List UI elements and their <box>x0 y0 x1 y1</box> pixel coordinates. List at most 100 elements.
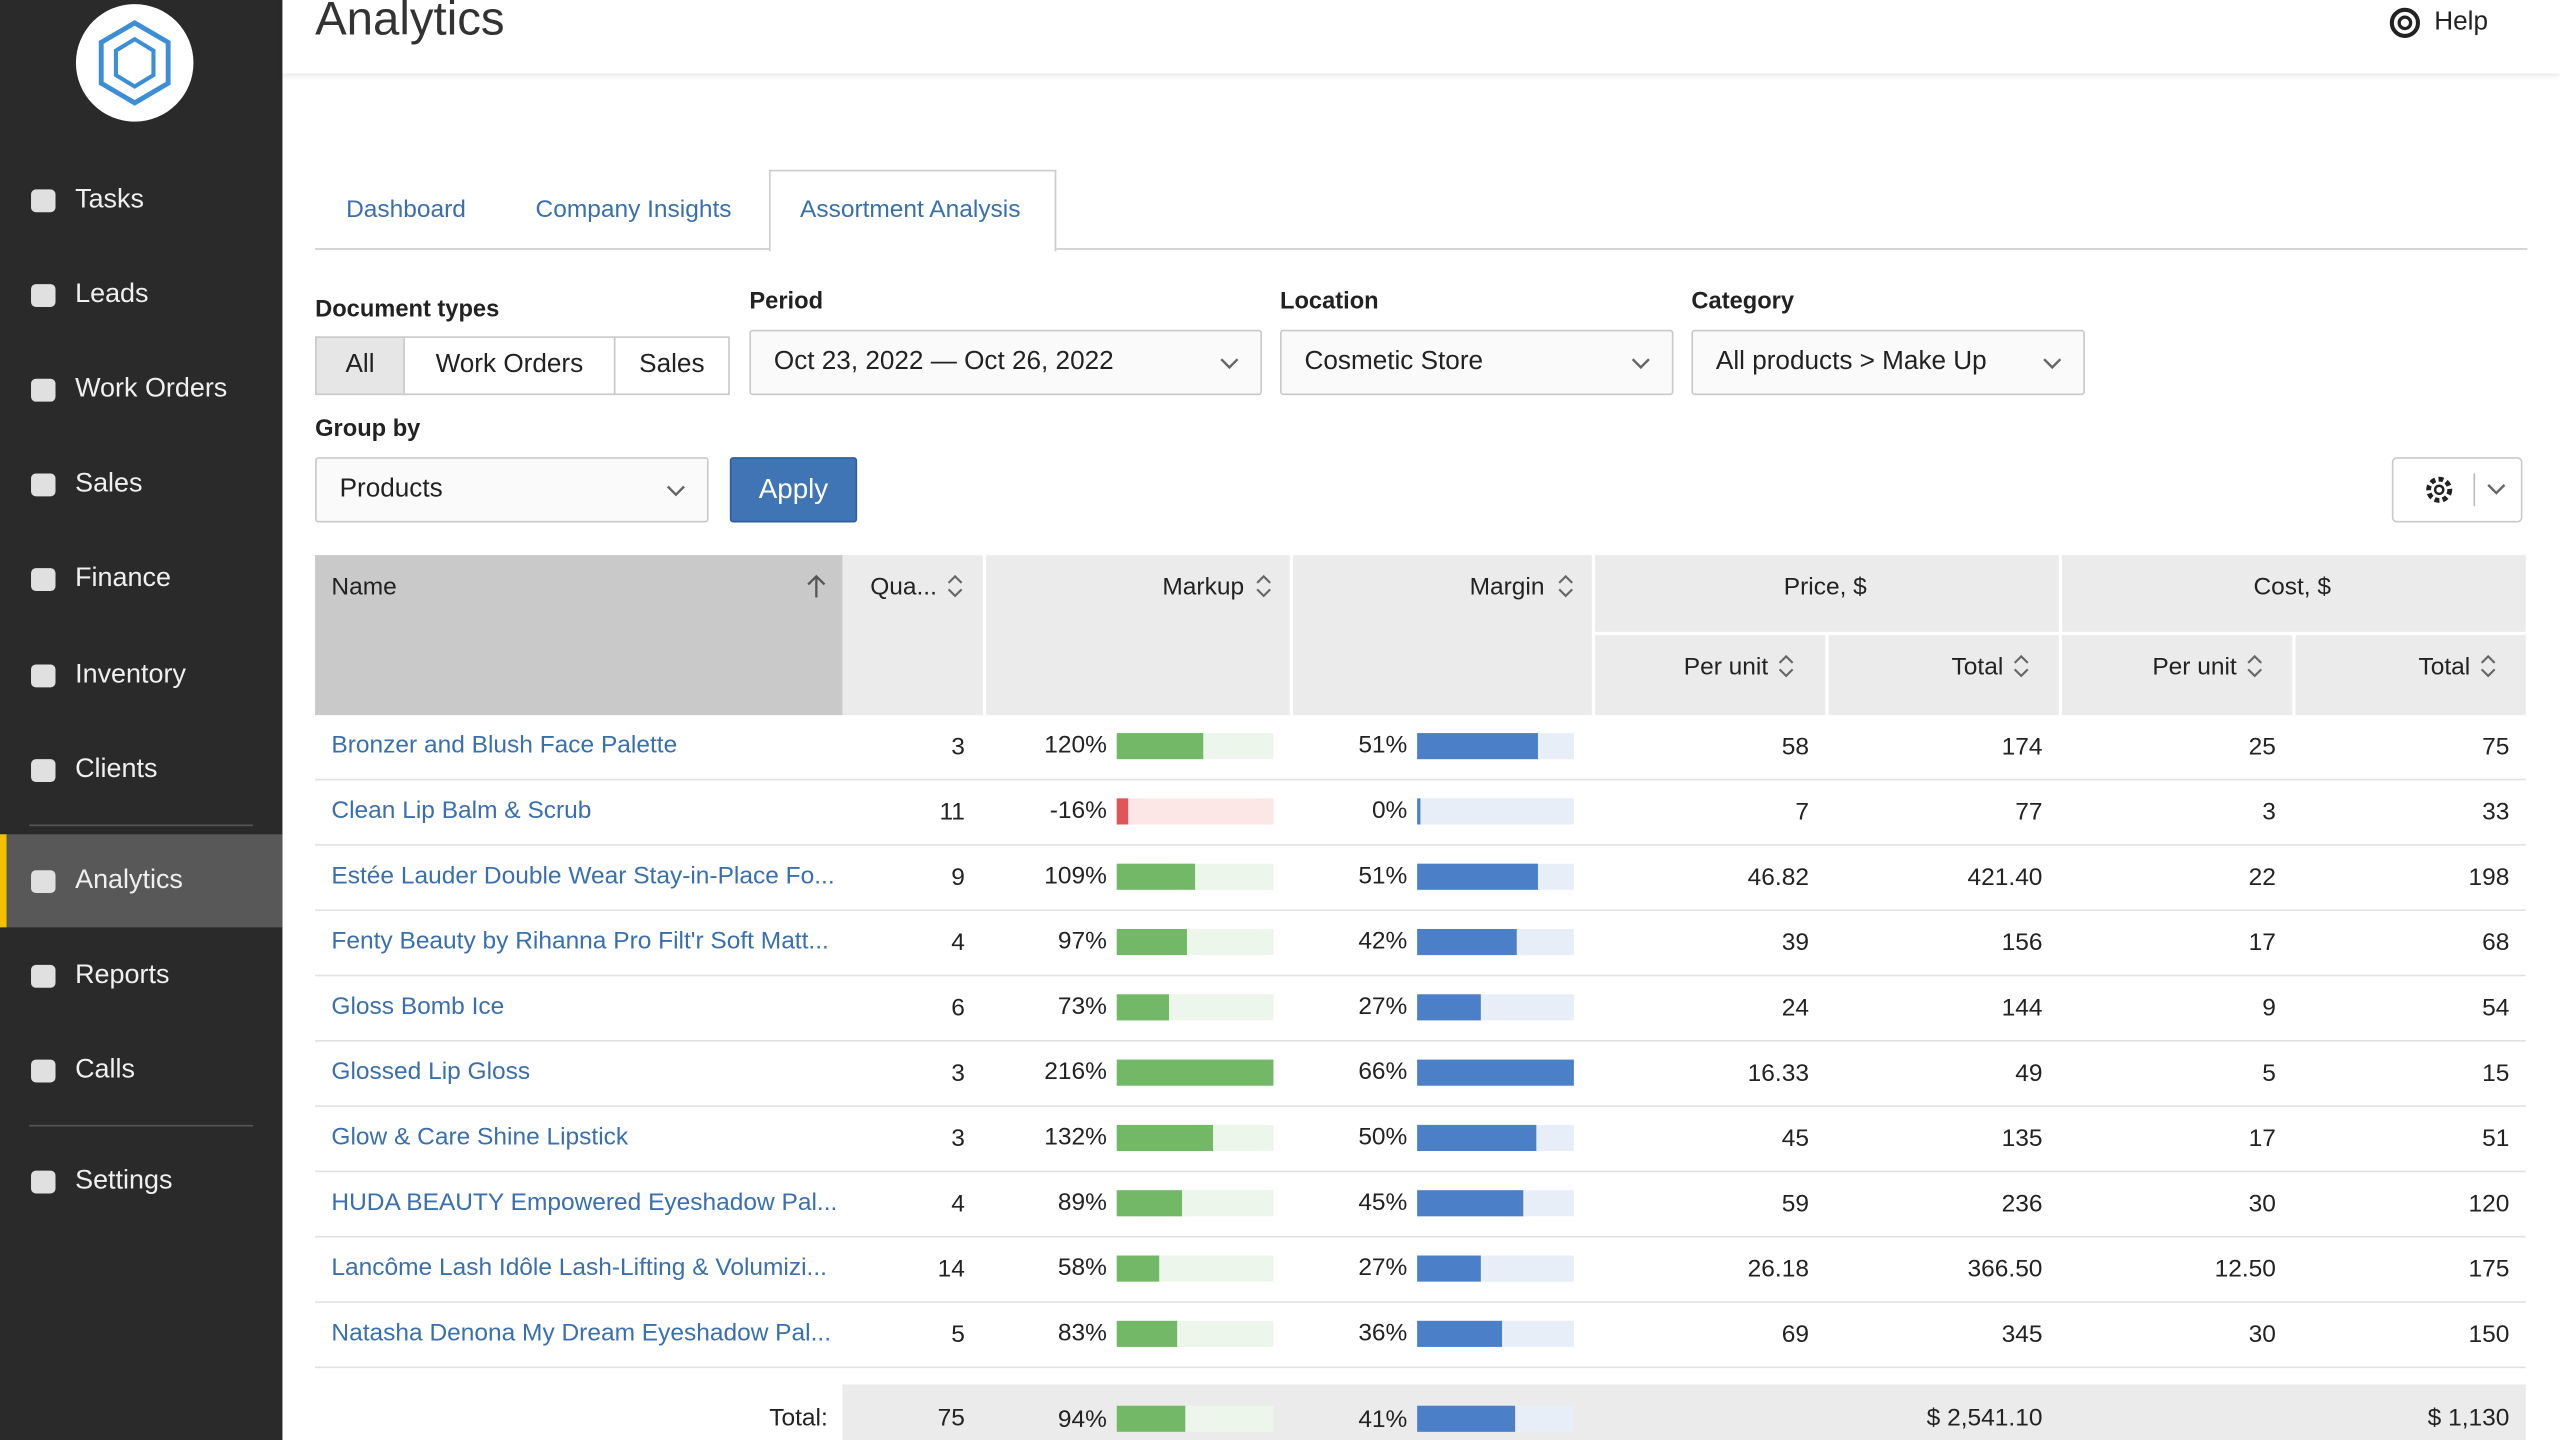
nav-item[interactable]: Clients <box>75 754 158 784</box>
markup-bar <box>1116 1405 1185 1432</box>
markup-bar <box>1116 1320 1177 1347</box>
filter-label: Category <box>1691 288 1795 316</box>
nav-item[interactable]: Finance <box>75 563 171 593</box>
cell-margin-label: 51% <box>1358 862 1408 890</box>
select[interactable]: Products <box>315 457 709 523</box>
cell-margin-label: 27% <box>1358 992 1408 1021</box>
cell-price-unit: 16.33 <box>1747 1059 1809 1088</box>
product-link[interactable]: Natasha Denona My Dream Eyeshadow Pal... <box>331 1319 831 1347</box>
segment-button[interactable]: All <box>315 336 405 396</box>
cell-price-total: 144 <box>2001 994 2043 1023</box>
cell-cost-unit: 22 <box>2248 863 2276 892</box>
nav-icon <box>31 759 56 783</box>
cell-cost-total: 150 <box>2468 1320 2510 1349</box>
col-divider <box>1591 555 1596 716</box>
product-link[interactable]: Clean Lip Balm & Scrub <box>331 796 592 825</box>
select[interactable]: Cosmetic Store <box>1280 329 1674 396</box>
cell-quantity: 5 <box>951 1320 965 1349</box>
select[interactable]: Oct 23, 2022 — Oct 26, 2022 <box>749 329 1263 396</box>
row-border <box>315 1040 2526 1042</box>
nav-item[interactable]: Analytics <box>75 865 183 895</box>
gear-icon <box>2426 476 2453 503</box>
margin-bar <box>1417 733 1539 760</box>
cell-cost-total: 15 <box>2482 1059 2510 1088</box>
cell-price-unit: 45 <box>1781 1124 1809 1153</box>
nav-icon <box>31 568 56 592</box>
cell-cost-unit: 25 <box>2248 733 2276 761</box>
markup-track <box>1116 798 1274 825</box>
chevron-down <box>666 485 685 497</box>
cell-price-total: 156 <box>2001 928 2043 957</box>
select[interactable]: All products > Make Up <box>1691 329 2085 396</box>
logo <box>75 4 194 122</box>
separator <box>29 824 254 827</box>
tab[interactable]: Dashboard <box>346 195 466 224</box>
margin-track <box>1417 798 1574 825</box>
cell-price-unit: 39 <box>1781 928 1809 957</box>
active-tab <box>768 169 1057 252</box>
markup-bar <box>1116 994 1170 1021</box>
tab[interactable]: Company Insights <box>535 195 732 224</box>
product-link[interactable]: Glow & Care Shine Lipstick <box>331 1123 629 1152</box>
margin-bar <box>1417 798 1421 825</box>
apply-button[interactable]: Apply <box>729 457 858 523</box>
row-border <box>315 778 2526 781</box>
cell-cost-unit: 30 <box>2248 1190 2276 1218</box>
cell-cost-total: 198 <box>2468 863 2510 892</box>
nav-item[interactable]: Reports <box>75 959 170 990</box>
product-link[interactable]: Fenty Beauty by Rihanna Pro Filt'r Soft … <box>331 927 829 956</box>
filter-label: Period <box>749 288 824 316</box>
nav-item[interactable]: Work Orders <box>75 373 228 404</box>
nav-item[interactable]: Settings <box>75 1165 173 1196</box>
col-divider <box>1289 555 1294 716</box>
col-divider <box>2058 555 2063 716</box>
cell-price-unit: 58 <box>1781 733 1809 761</box>
margin-bar <box>1417 1320 1503 1347</box>
product-link[interactable]: Estée Lauder Double Wear Stay-in-Place F… <box>331 862 835 890</box>
sort-icon <box>1558 574 1573 598</box>
cell-cost-unit: 17 <box>2248 1124 2276 1153</box>
row-border <box>315 1235 2526 1238</box>
product-link[interactable]: Bronzer and Blush Face Palette <box>331 731 678 760</box>
cell-cost-total: 68 <box>2482 928 2510 957</box>
cell-markup-label: 58% <box>1057 1253 1107 1282</box>
row-border <box>315 1105 2526 1107</box>
sort-icon <box>947 574 963 598</box>
cell-cost-unit: 17 <box>2248 928 2276 957</box>
cell-markup-label: 109% <box>1044 862 1107 890</box>
product-link[interactable]: Glossed Lip Gloss <box>331 1057 531 1086</box>
cell-cost-total: 54 <box>2482 994 2510 1023</box>
nav-item[interactable]: Tasks <box>75 184 144 214</box>
product-link[interactable]: HUDA BEAUTY Empowered Eyeshadow Pal... <box>331 1188 838 1217</box>
col-divider <box>2292 633 2296 716</box>
nav-item[interactable]: Inventory <box>75 659 186 689</box>
nav-icon <box>31 284 56 307</box>
name-header-bg <box>315 555 843 716</box>
col-header: Price, $ <box>1783 573 1867 601</box>
cell-price-total: 49 <box>2015 1059 2043 1088</box>
segment-button[interactable]: Sales <box>613 336 730 396</box>
tab[interactable]: Assortment Analysis <box>799 195 1021 224</box>
cell-markup-label: 120% <box>1044 731 1107 760</box>
segment-button[interactable]: Work Orders <box>403 336 616 396</box>
product-link[interactable]: Lancôme Lash Idôle Lash-Lifting & Volumi… <box>331 1253 827 1282</box>
cell-quantity: 6 <box>951 994 965 1023</box>
cell-margin-label: 51% <box>1358 731 1408 760</box>
nav-item[interactable]: Sales <box>75 468 143 498</box>
sort-icon <box>2247 654 2262 678</box>
product-link[interactable]: Gloss Bomb Ice <box>331 992 505 1021</box>
margin-bar <box>1417 928 1517 956</box>
sort-asc-icon <box>807 574 826 598</box>
nav-item[interactable]: Leads <box>75 279 149 309</box>
help-link[interactable]: Help <box>2434 8 2489 36</box>
cell-quantity: 3 <box>951 1059 965 1088</box>
margin-bar <box>1417 863 1539 890</box>
cell-markup-label: -16% <box>1049 796 1107 825</box>
chevron-down <box>1631 358 1650 370</box>
nav-icon <box>31 964 56 988</box>
col-divider <box>982 555 987 716</box>
help-icon <box>2389 7 2420 38</box>
col-header: Name <box>331 573 397 601</box>
nav-item[interactable]: Calls <box>75 1054 135 1085</box>
